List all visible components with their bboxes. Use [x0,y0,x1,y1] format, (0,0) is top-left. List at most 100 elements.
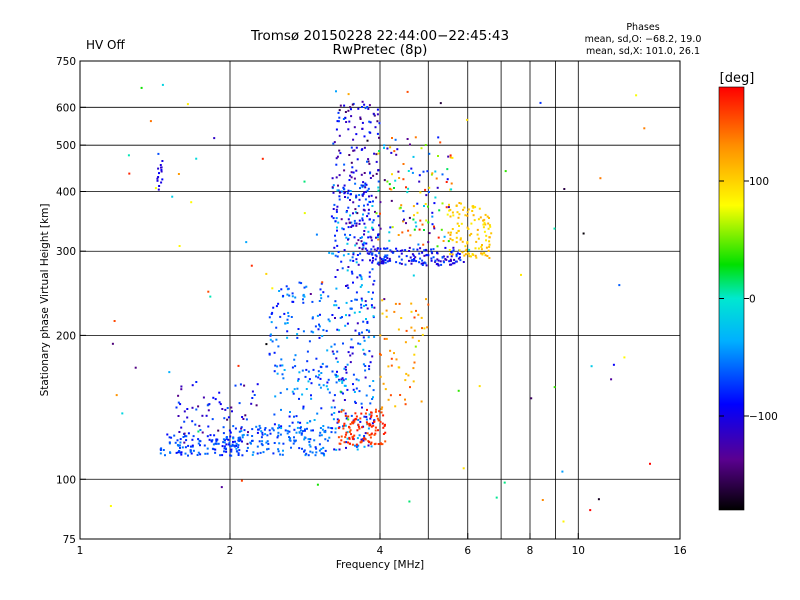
echo-point [417,339,420,342]
echo-point [229,431,232,434]
echo-point [403,218,405,221]
echo-point [487,249,490,252]
echo-point [344,111,347,113]
echo-point [359,187,361,190]
echo-point [355,224,358,227]
echo-point [488,245,491,248]
echo-point [300,433,303,436]
echo-point [319,431,322,434]
echo-point [455,231,458,234]
echo-point [488,257,491,259]
echo-point [477,247,480,250]
echo-point [360,306,363,309]
echo-point [331,177,334,180]
phases-stats-x: mean, sd,X: 101.0, 26.1 [586,46,700,57]
echo-point [472,205,475,208]
echo-point [453,262,456,265]
echo-point [380,411,383,414]
echo-point [197,442,200,445]
echo-point [368,368,371,371]
echo-point [240,426,243,429]
echo-point [367,160,370,163]
echo-point [338,174,341,177]
echo-point [271,427,274,430]
echo-point [368,422,371,425]
echo-point [425,264,428,267]
echo-point [346,284,349,287]
echo-point [318,373,321,376]
echo-point [464,245,467,248]
echo-point [452,214,455,217]
echo-point [337,251,340,253]
echo-point [368,365,371,368]
echo-point [235,442,238,445]
echo-point [358,246,361,249]
echo-point [346,415,348,418]
echo-point [390,250,393,253]
echo-point [351,272,354,275]
echo-point [411,336,414,339]
echo-point [214,398,217,401]
echo-point [314,454,317,457]
echo-point [332,399,335,402]
echo-point [302,293,305,296]
echo-point [345,368,347,371]
echo-point [410,326,413,329]
echo-point [212,396,215,399]
echo-point [364,369,367,372]
echo-point [367,212,370,215]
echo-point [353,418,356,421]
echo-point [154,187,157,190]
echo-point [398,366,401,369]
echo-point [336,350,339,353]
echo-point [282,449,284,452]
echo-point [363,230,366,232]
echo-point [345,417,348,420]
echo-point [374,258,377,261]
echo-point [447,231,450,234]
echo-point [448,249,451,251]
echo-point [643,127,646,130]
echo-point [350,108,352,111]
echo-point [353,236,356,239]
echo-point [363,437,366,439]
echo-point [410,262,413,265]
echo-point [319,288,322,291]
echo-point [314,446,317,449]
echo-point [343,104,346,107]
echo-point [444,246,447,249]
echo-point [366,252,369,255]
echo-point [307,380,310,383]
echo-point [340,439,343,442]
echo-point [187,444,190,447]
echo-point [364,353,367,356]
echo-point [270,321,273,324]
echo-point [166,433,169,436]
echo-point [310,330,313,333]
echo-point [264,433,267,436]
echo-point [364,198,367,201]
echo-point [411,171,414,174]
echo-point [345,441,348,444]
echo-point [354,244,357,247]
echo-point [370,252,373,255]
echo-point [280,288,283,291]
echo-point [458,225,460,227]
echo-point [300,432,303,435]
echo-point [417,243,420,246]
echo-point [376,108,379,111]
echo-point [367,336,370,339]
echo-point [441,173,444,176]
echo-point [321,281,324,284]
echo-point [355,387,358,390]
echo-point [239,383,242,386]
echo-point [349,429,352,432]
echo-point [457,216,460,219]
echo-point [354,417,357,420]
echo-point [412,380,415,383]
echo-point [289,411,291,413]
echo-point [331,350,334,353]
echo-point [268,316,271,319]
echo-point [220,486,223,489]
echo-point [358,332,361,335]
